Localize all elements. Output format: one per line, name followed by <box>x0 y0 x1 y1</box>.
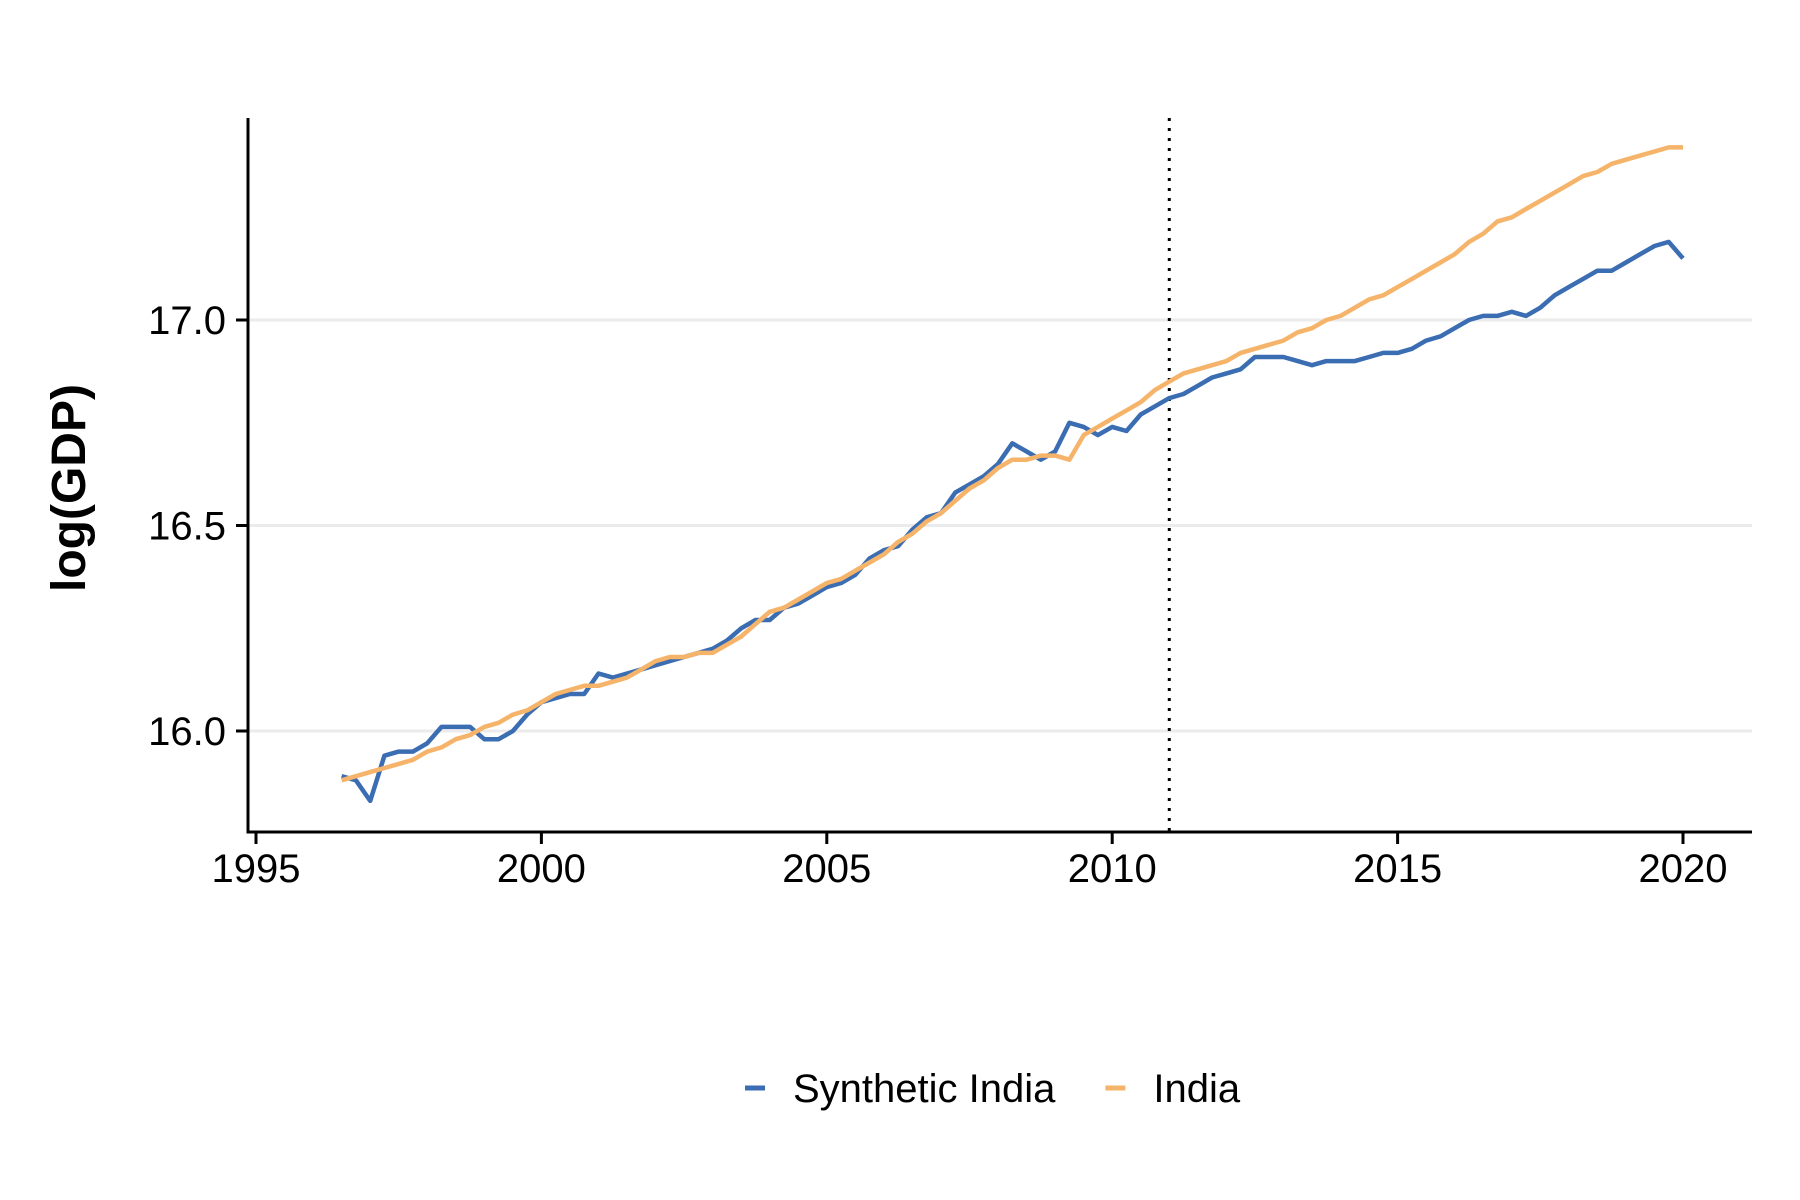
x-tick-label: 2010 <box>1068 847 1157 891</box>
axes: 1995 2000 2005 2010 2015 2020 16.0 16.5 17.0 <box>148 118 1752 891</box>
y-tick-label: 16.5 <box>148 505 226 549</box>
series-line-india <box>340 145 1683 783</box>
y-axis-title: log(GDP) <box>43 384 96 592</box>
legend-label: Synthetic India <box>793 1067 1056 1111</box>
x-tick-label: 1995 <box>212 847 301 891</box>
x-tick-label: 2000 <box>497 847 586 891</box>
y-tick-label: 17.0 <box>148 299 226 343</box>
x-tick-label: 2020 <box>1639 847 1728 891</box>
grid-lines <box>248 318 1752 733</box>
legend-label: India <box>1153 1067 1240 1111</box>
y-tick-label: 16.0 <box>148 710 226 754</box>
x-tick-label: 2015 <box>1353 847 1442 891</box>
series-lines <box>340 145 1685 804</box>
x-tick-label: 2005 <box>782 847 871 891</box>
legend: Synthetic India India <box>745 1067 1241 1111</box>
series-line-synthetic-india <box>340 239 1685 804</box>
